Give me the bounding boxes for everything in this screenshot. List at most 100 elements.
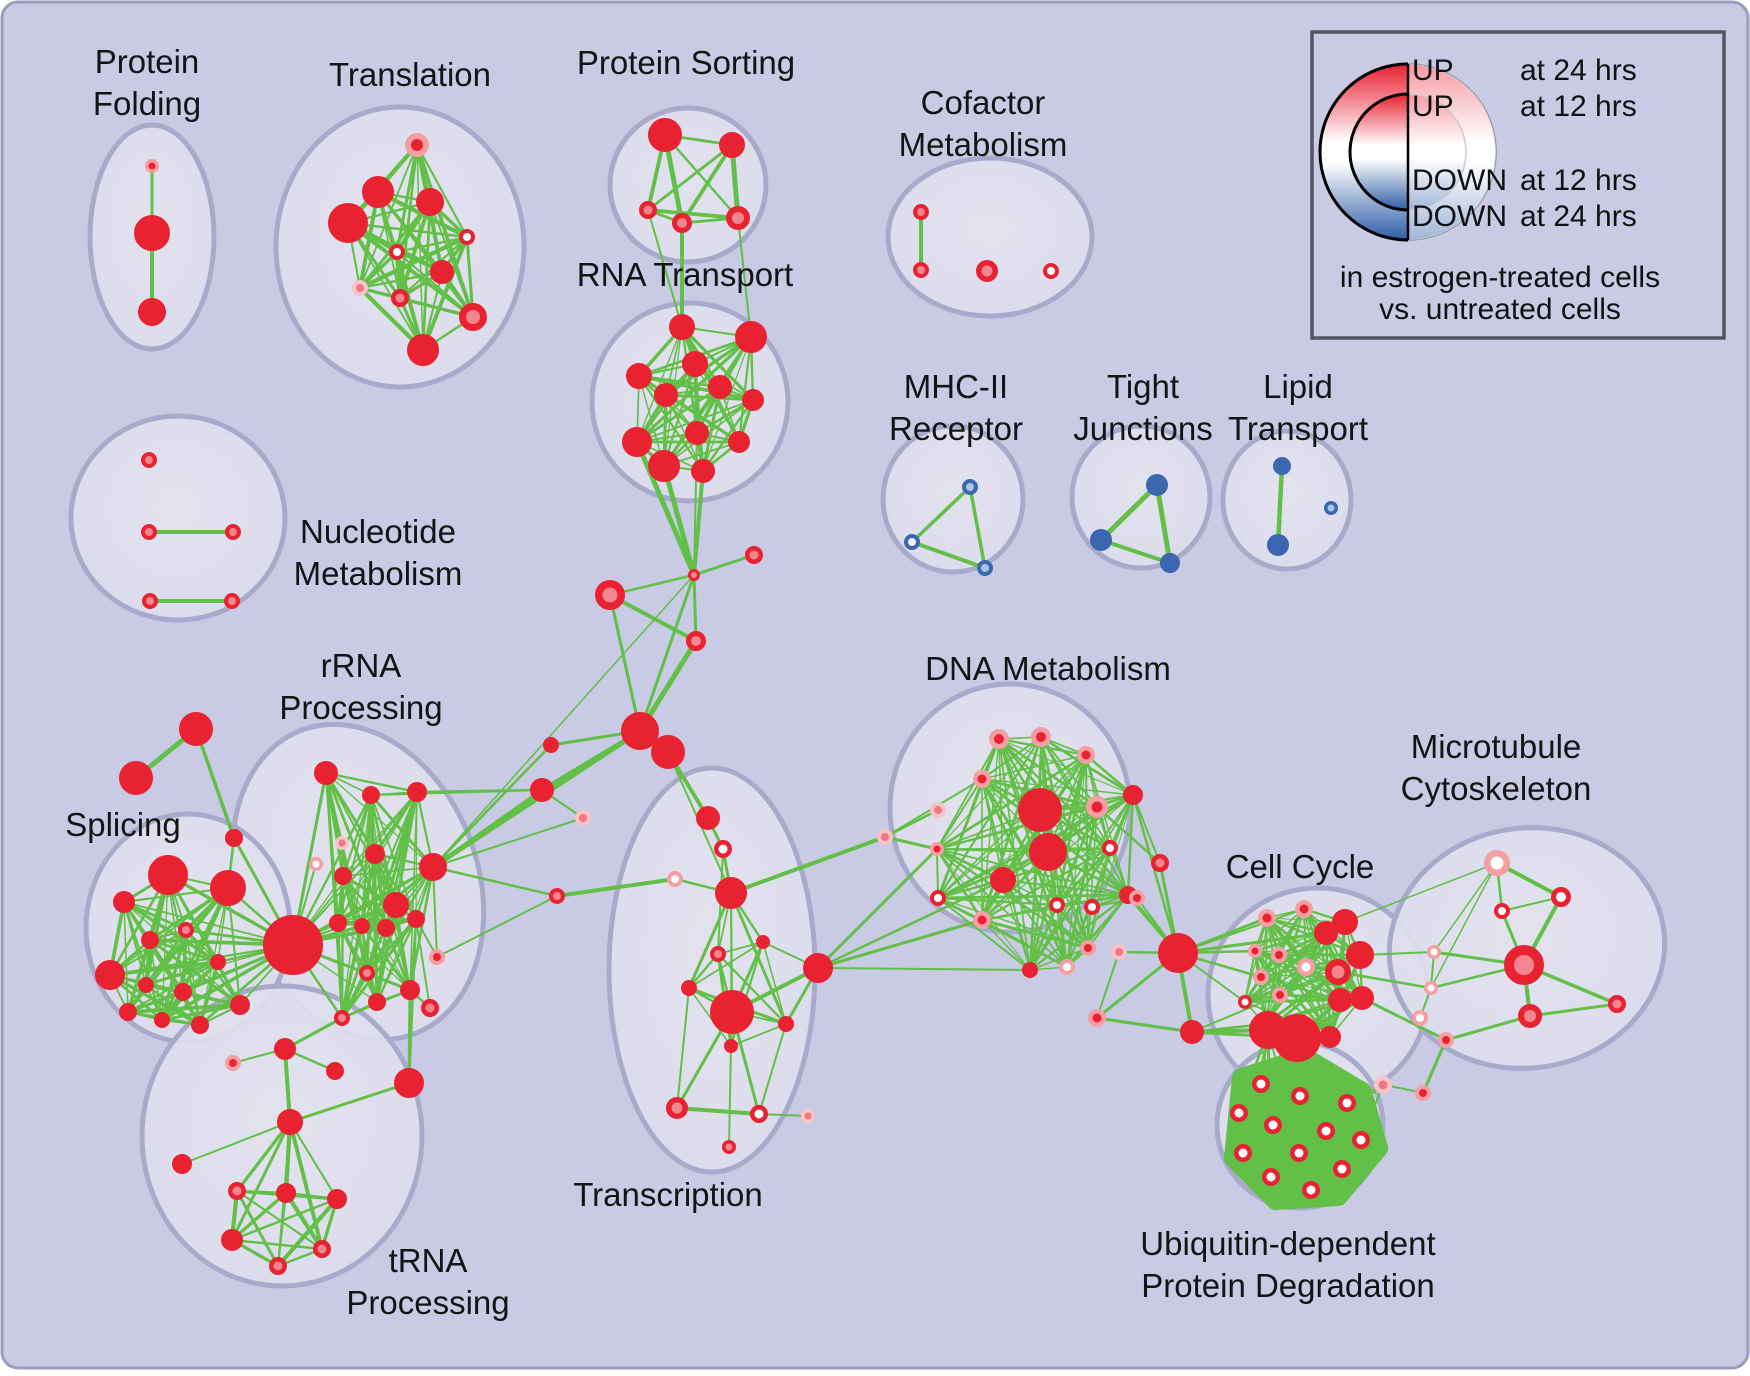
cluster-label-trna-processing: tRNA Processing	[346, 1242, 509, 1321]
network-edge	[275, 1196, 340, 1269]
network-edge	[395, 235, 469, 254]
network-node	[685, 421, 709, 445]
network-edge	[342, 866, 434, 877]
network-edge	[340, 917, 418, 1020]
network-edge	[1028, 903, 1059, 972]
network-edge	[936, 893, 1130, 900]
network-edge	[935, 847, 1090, 950]
network-node	[648, 450, 680, 482]
network-node	[172, 1154, 192, 1174]
network-node	[400, 980, 420, 1000]
network-node	[1102, 840, 1118, 856]
network-edge	[816, 847, 939, 970]
network-edge	[1237, 1094, 1302, 1115]
network-node	[1297, 958, 1315, 976]
network-edge	[1029, 947, 1089, 971]
network-edge	[1244, 966, 1307, 1003]
network-edge	[1421, 1038, 1448, 1095]
cluster-label-dna-metabolism: DNA Metabolism	[925, 650, 1171, 687]
network-edge	[283, 1190, 325, 1252]
network-node	[666, 1097, 688, 1119]
network-node	[1129, 890, 1145, 906]
network-edge	[737, 335, 753, 444]
network-node	[651, 735, 685, 769]
network-edge	[415, 143, 469, 239]
network-edge	[646, 143, 734, 212]
network-node	[429, 949, 445, 965]
network-edge	[936, 738, 1000, 850]
network-edge	[181, 1121, 291, 1165]
network-edge	[1433, 862, 1498, 953]
network-edge	[1154, 482, 1173, 566]
network-node	[1077, 746, 1095, 764]
network-node	[354, 918, 370, 934]
network-edge	[608, 593, 642, 733]
network-node	[274, 1038, 296, 1060]
network-edge	[1344, 862, 1498, 923]
network-edge	[1270, 1168, 1343, 1178]
network-node	[459, 303, 487, 331]
network-edge	[663, 133, 740, 220]
network-edge	[415, 788, 544, 794]
network-edge	[375, 917, 418, 1004]
network-edge	[1065, 893, 1130, 969]
network-node	[276, 1183, 296, 1203]
network-node	[708, 375, 732, 399]
network-edge	[342, 875, 411, 991]
network-node	[778, 1016, 794, 1032]
network-node	[352, 280, 368, 296]
network-edge	[1271, 1101, 1349, 1127]
network-edge	[1325, 1084, 1384, 1132]
network-node	[328, 203, 368, 243]
network-node	[735, 321, 767, 353]
network-node	[973, 770, 991, 788]
network-node	[801, 1109, 815, 1123]
network-node	[335, 836, 349, 850]
network-node	[1314, 921, 1338, 945]
network-node	[715, 877, 747, 909]
network-edge	[728, 1045, 732, 1148]
network-node	[530, 778, 554, 802]
network-edge	[341, 793, 373, 878]
cluster-label-transcription: Transcription	[573, 1176, 763, 1213]
network-edge	[693, 432, 698, 576]
network-node	[1504, 945, 1544, 985]
network-edge	[361, 925, 378, 1003]
network-edge	[347, 222, 424, 351]
network-edge	[359, 144, 418, 289]
network-node	[119, 761, 153, 795]
network-node	[669, 314, 695, 340]
network-edge	[160, 1003, 242, 1022]
network-node	[691, 459, 715, 483]
network-node	[1234, 1144, 1252, 1162]
network-edge	[608, 593, 698, 643]
legend-up-12-label: UP	[1412, 90, 1454, 123]
network-node	[1317, 1122, 1335, 1140]
network-edge	[1244, 950, 1256, 1003]
network-edge	[936, 847, 1111, 850]
network-edge	[230, 1120, 292, 1242]
node-layer	[95, 118, 1626, 1275]
network-node	[154, 1012, 170, 1028]
network-node	[224, 593, 240, 609]
network-node	[95, 960, 125, 990]
network-node	[1319, 1026, 1341, 1048]
network-node	[913, 262, 929, 278]
cluster-label-cell-cycle: Cell Cycle	[1226, 848, 1375, 885]
network-node	[230, 995, 250, 1015]
network-edge	[148, 938, 242, 1007]
network-node	[1290, 1144, 1308, 1162]
network-node	[1059, 959, 1075, 975]
network-edge	[937, 847, 1111, 899]
network-node	[989, 729, 1009, 749]
network-edge	[980, 753, 1088, 922]
network-node	[394, 1068, 424, 1098]
network-edge	[981, 919, 1068, 968]
network-node	[930, 842, 944, 856]
network-node	[1084, 899, 1100, 915]
network-edge	[1087, 847, 1111, 949]
network-node	[962, 479, 978, 495]
network-edge	[636, 399, 754, 443]
network-node	[407, 782, 427, 802]
